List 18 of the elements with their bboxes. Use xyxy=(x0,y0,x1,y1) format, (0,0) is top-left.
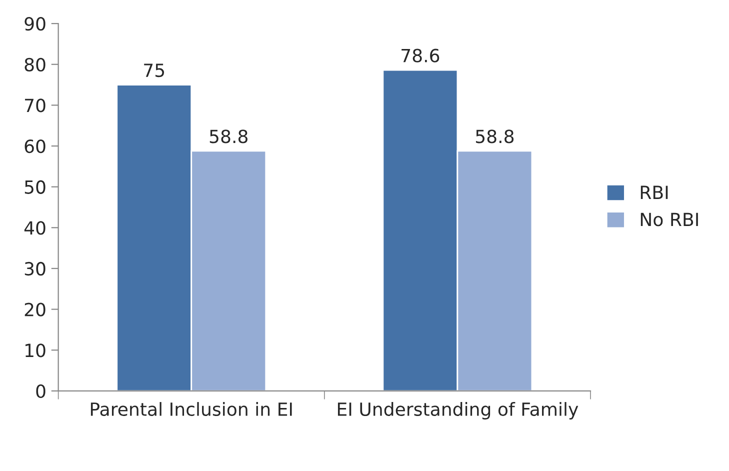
y-tick-label: 70 xyxy=(25,98,46,112)
y-tick-label: 90 xyxy=(24,17,46,31)
y-tick-label: 50 xyxy=(24,180,46,194)
y-tick-label: 10 xyxy=(26,344,46,358)
y-tick-label: 0 xyxy=(36,384,46,398)
data-label: 58.8 xyxy=(476,130,514,144)
data-label: 78.6 xyxy=(402,48,440,62)
y-tick-label: 20 xyxy=(24,302,46,316)
y-tick-label: 30 xyxy=(24,262,46,276)
y-tick-label: 40 xyxy=(24,221,46,235)
x-tick-label: Parental Inclusion in EI xyxy=(90,402,292,416)
data-label: 75 xyxy=(144,64,164,78)
y-tick-label: 60 xyxy=(24,139,46,154)
y-tick-label: 80 xyxy=(24,58,46,72)
x-tick-label: EI Understanding of Family xyxy=(338,402,578,420)
legend-label: No RBI xyxy=(640,212,698,226)
data-label: 58.8 xyxy=(210,130,248,144)
legend-label: RBI xyxy=(640,186,668,199)
